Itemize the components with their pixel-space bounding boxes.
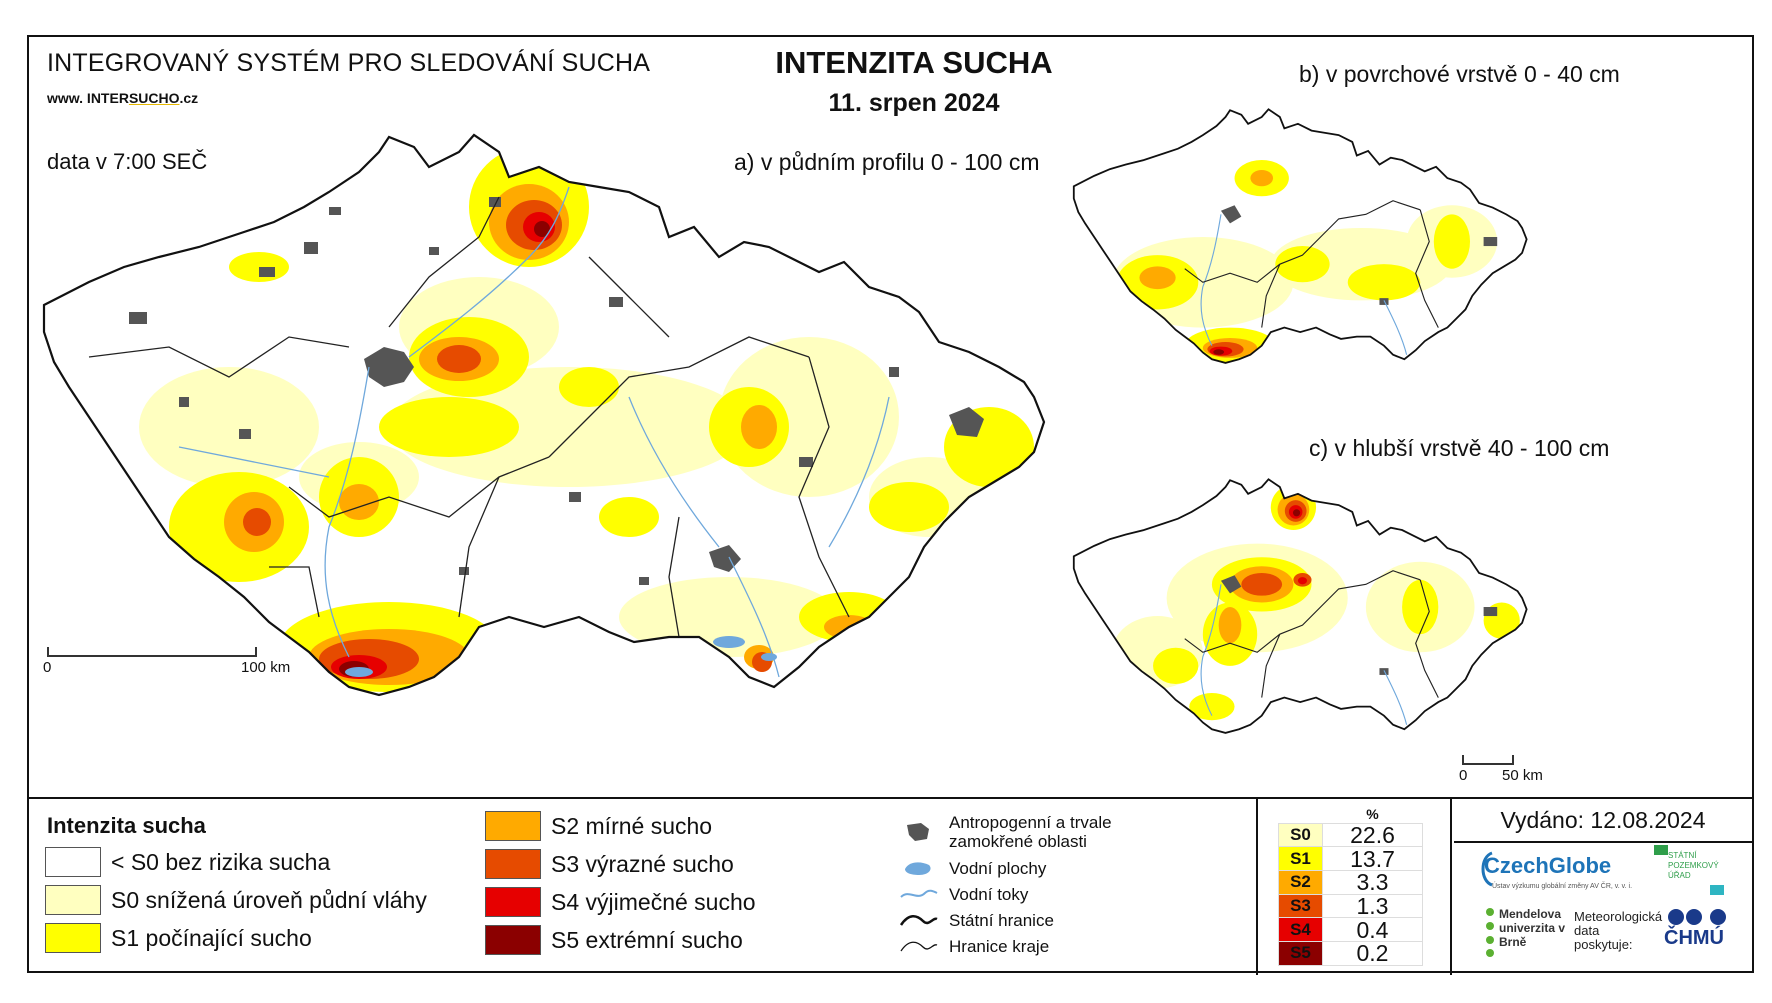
legend-class-s0: S0 snížená úroveň půdní vláhy bbox=[45, 885, 427, 915]
scale-small-end: 50 km bbox=[1502, 767, 1543, 784]
legend-class-s1: S1 počínající sucho bbox=[45, 923, 312, 953]
map-area: INTEGROVANÝ SYSTÉM PRO SLEDOVÁNÍ SUCHA w… bbox=[29, 37, 1752, 797]
drought-stats-table: % S0 22.6 S1 13.7 S2 3.3 S3 1.3 S4 0.4 S5 0.2 bbox=[1256, 799, 1452, 975]
legend-class-s2: S2 mírné sucho bbox=[485, 811, 712, 841]
mendel-logo-icon bbox=[1486, 908, 1494, 957]
czechglobe-logo: CzechGlobe bbox=[1484, 853, 1612, 878]
state-border-icon bbox=[899, 915, 938, 926]
drought-map-surface bbox=[1072, 108, 1528, 364]
legend-class-none: < S0 bez rizika sucha bbox=[45, 847, 330, 877]
legend-swatch bbox=[485, 887, 541, 917]
water-body-icon bbox=[905, 862, 931, 875]
region-border-icon bbox=[900, 941, 938, 952]
table-row: S0 22.6 bbox=[1278, 822, 1423, 848]
map-b-label: b) v povrchové vrstvě 0 - 40 cm bbox=[1299, 61, 1620, 87]
chmu-logo-icon bbox=[1668, 909, 1726, 925]
system-title: INTEGROVANÝ SYSTÉM PRO SLEDOVÁNÍ SUCHA bbox=[47, 49, 651, 77]
data-time: data v 7:00 SEČ bbox=[47, 149, 208, 174]
legend-urban: Antropogenní a trvale zamokřené oblasti bbox=[899, 813, 1129, 851]
map-c-label: c) v hlubší vrstvě 40 - 100 cm bbox=[1309, 435, 1610, 461]
table-row: S2 3.3 bbox=[1278, 869, 1423, 895]
legend-swatch bbox=[45, 885, 101, 915]
scale-main-end: 100 km bbox=[241, 659, 291, 676]
map-frame: INTEGROVANÝ SYSTÉM PRO SLEDOVÁNÍ SUCHA w… bbox=[27, 35, 1754, 975]
legend-swatch bbox=[45, 847, 101, 877]
map-date: 11. srpen 2024 bbox=[828, 89, 1000, 117]
table-row: S4 0.4 bbox=[1278, 917, 1423, 942]
legend-title: Intenzita sucha bbox=[47, 813, 206, 838]
table-row: S3 1.3 bbox=[1278, 893, 1423, 919]
drought-map-deep bbox=[1072, 478, 1528, 734]
website-link[interactable]: www. INTERSUCHO.cz bbox=[47, 90, 199, 106]
czechglobe-logo-icon bbox=[1481, 851, 1493, 887]
czechglobe-subtitle: Ústav výzkumu globální změny AV ČR, v. v… bbox=[1492, 883, 1633, 890]
urban-area-icon bbox=[907, 823, 929, 841]
chmu-logo: ČHMÚ bbox=[1664, 927, 1724, 949]
legend-swatch bbox=[485, 811, 541, 841]
legend-bar: Intenzita sucha < S0 bez rizika sucha S0… bbox=[29, 797, 1752, 975]
legend-class-s5: S5 extrémní sucho bbox=[485, 925, 743, 955]
legend-swatch bbox=[45, 923, 101, 953]
legend-region-border: Hranice kraje bbox=[899, 935, 1049, 957]
issued-date: Vydáno: 12.08.2024 bbox=[1454, 799, 1752, 843]
legend-swatch bbox=[485, 925, 541, 955]
river-icon bbox=[900, 889, 938, 898]
legend-state-border: Státní hranice bbox=[899, 909, 1054, 931]
stats-header: % bbox=[1366, 805, 1379, 822]
legend-class-s3: S3 výrazné sucho bbox=[485, 849, 734, 879]
legend-swatch bbox=[485, 849, 541, 879]
scale-bar-main bbox=[47, 647, 257, 657]
partner-logos: CzechGlobe Ústav výzkumu globální změny … bbox=[1454, 845, 1752, 975]
table-row: S1 13.7 bbox=[1278, 846, 1423, 871]
map-a-label: a) v půdním profilu 0 - 100 cm bbox=[734, 149, 1040, 175]
legend-river: Vodní toky bbox=[899, 883, 1028, 905]
scale-bar-small bbox=[1462, 755, 1514, 765]
drought-map-main bbox=[42, 133, 1046, 697]
spu-logo: STÁTNÍ POZEMKOVÝ ÚŘAD bbox=[1668, 851, 1719, 880]
mendel-logo: Mendelova univerzita v Brně bbox=[1499, 907, 1566, 949]
main-title: INTENZITA SUCHA bbox=[775, 45, 1053, 80]
scale-small-start: 0 bbox=[1459, 767, 1468, 784]
legend-class-s4: S4 výjimečné sucho bbox=[485, 887, 756, 917]
legend-water-body: Vodní plochy bbox=[899, 857, 1046, 879]
table-row: S5 0.2 bbox=[1278, 940, 1423, 966]
met-data-note: Meteorologická data poskytuje: bbox=[1574, 909, 1663, 952]
spu-logo-icon bbox=[1654, 845, 1724, 895]
scale-main-start: 0 bbox=[43, 659, 52, 676]
